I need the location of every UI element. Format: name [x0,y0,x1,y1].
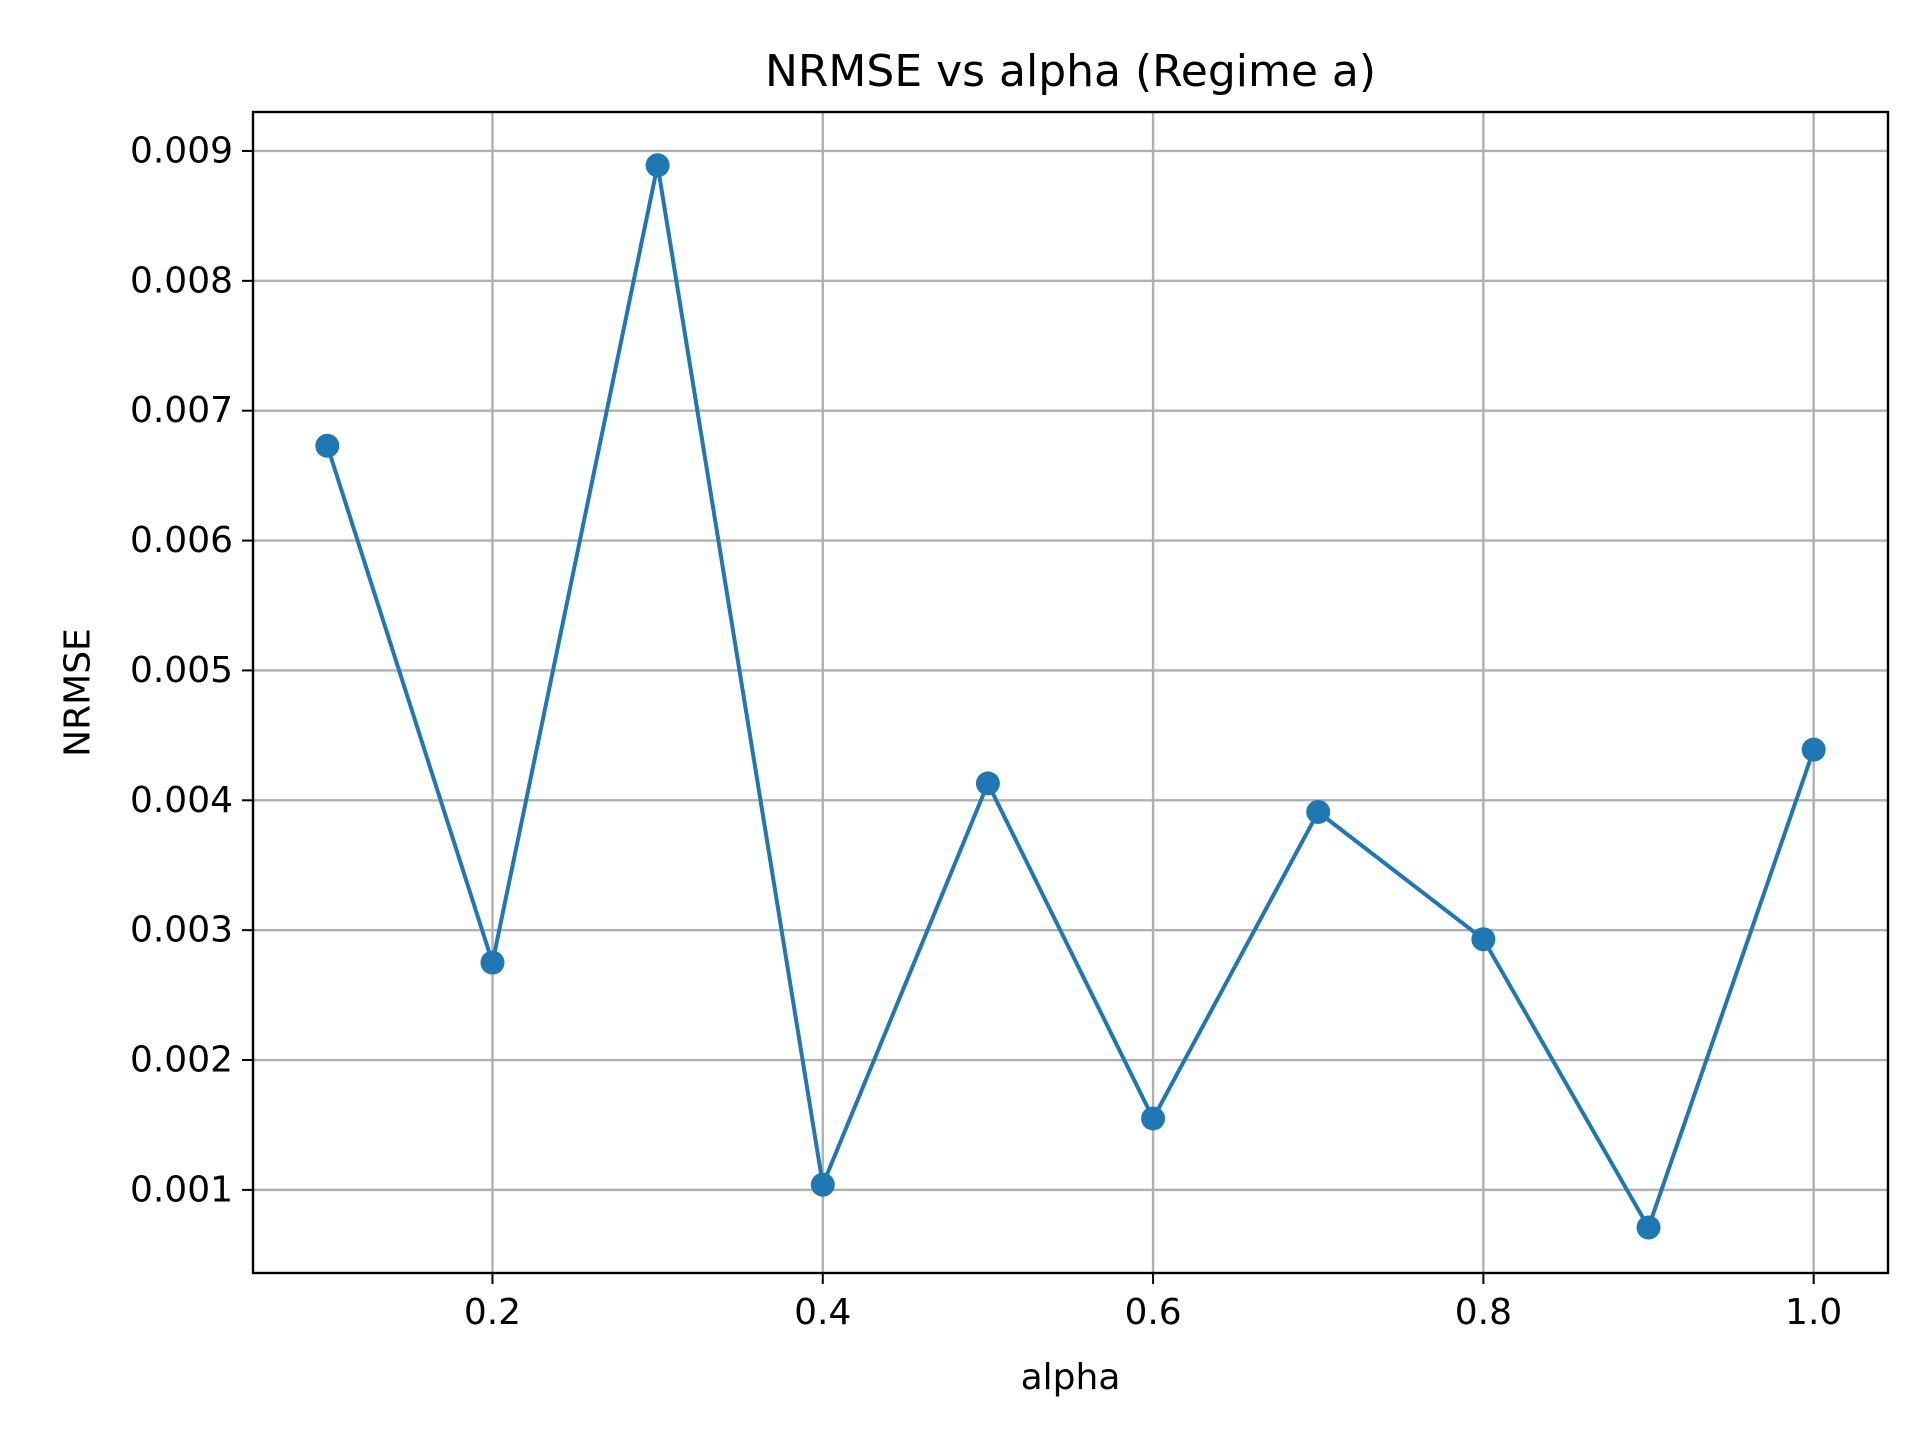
data-point [645,153,670,178]
y-tick-label: 0.008 [130,260,233,301]
plot-frame [251,110,1890,1275]
data-point [1471,927,1496,952]
ticks: 0.2 0.4 0.6 0.8 1.0 0.001 0.002 0.003 0.004 0.005… [130,130,1842,1333]
data-point [480,950,505,975]
y-tick-label: 0.009 [130,130,233,171]
y-tick-label: 0.004 [130,780,233,821]
data-point [1306,799,1331,824]
y-tick-label: 0.005 [130,650,233,691]
series-line [325,163,1816,1230]
data-point [1801,737,1826,762]
grid [253,112,1888,1273]
data-point [1141,1106,1166,1131]
x-axis-label: alpha [1021,1357,1121,1398]
series-layer [315,153,1826,1240]
x-tick-label: 0.8 [1455,1292,1512,1333]
x-tick-label: 0.4 [794,1292,851,1333]
y-tick-label: 0.006 [130,520,233,561]
x-tick-label: 0.2 [464,1292,521,1333]
y-tick-label: 0.003 [130,910,233,951]
y-tick-label: 0.007 [130,390,233,431]
x-tick-label: 0.6 [1124,1292,1181,1333]
data-point [810,1172,835,1197]
data-point [975,771,1000,796]
x-tick-label: 1.0 [1785,1292,1842,1333]
data-point [1636,1215,1661,1240]
chart-title: NRMSE vs alpha (Regime a) [765,46,1376,97]
y-axis-label: NRMSE [58,628,99,757]
y-tick-label: 0.002 [130,1040,233,1081]
data-point [315,433,340,458]
y-tick-label: 0.001 [130,1169,233,1210]
